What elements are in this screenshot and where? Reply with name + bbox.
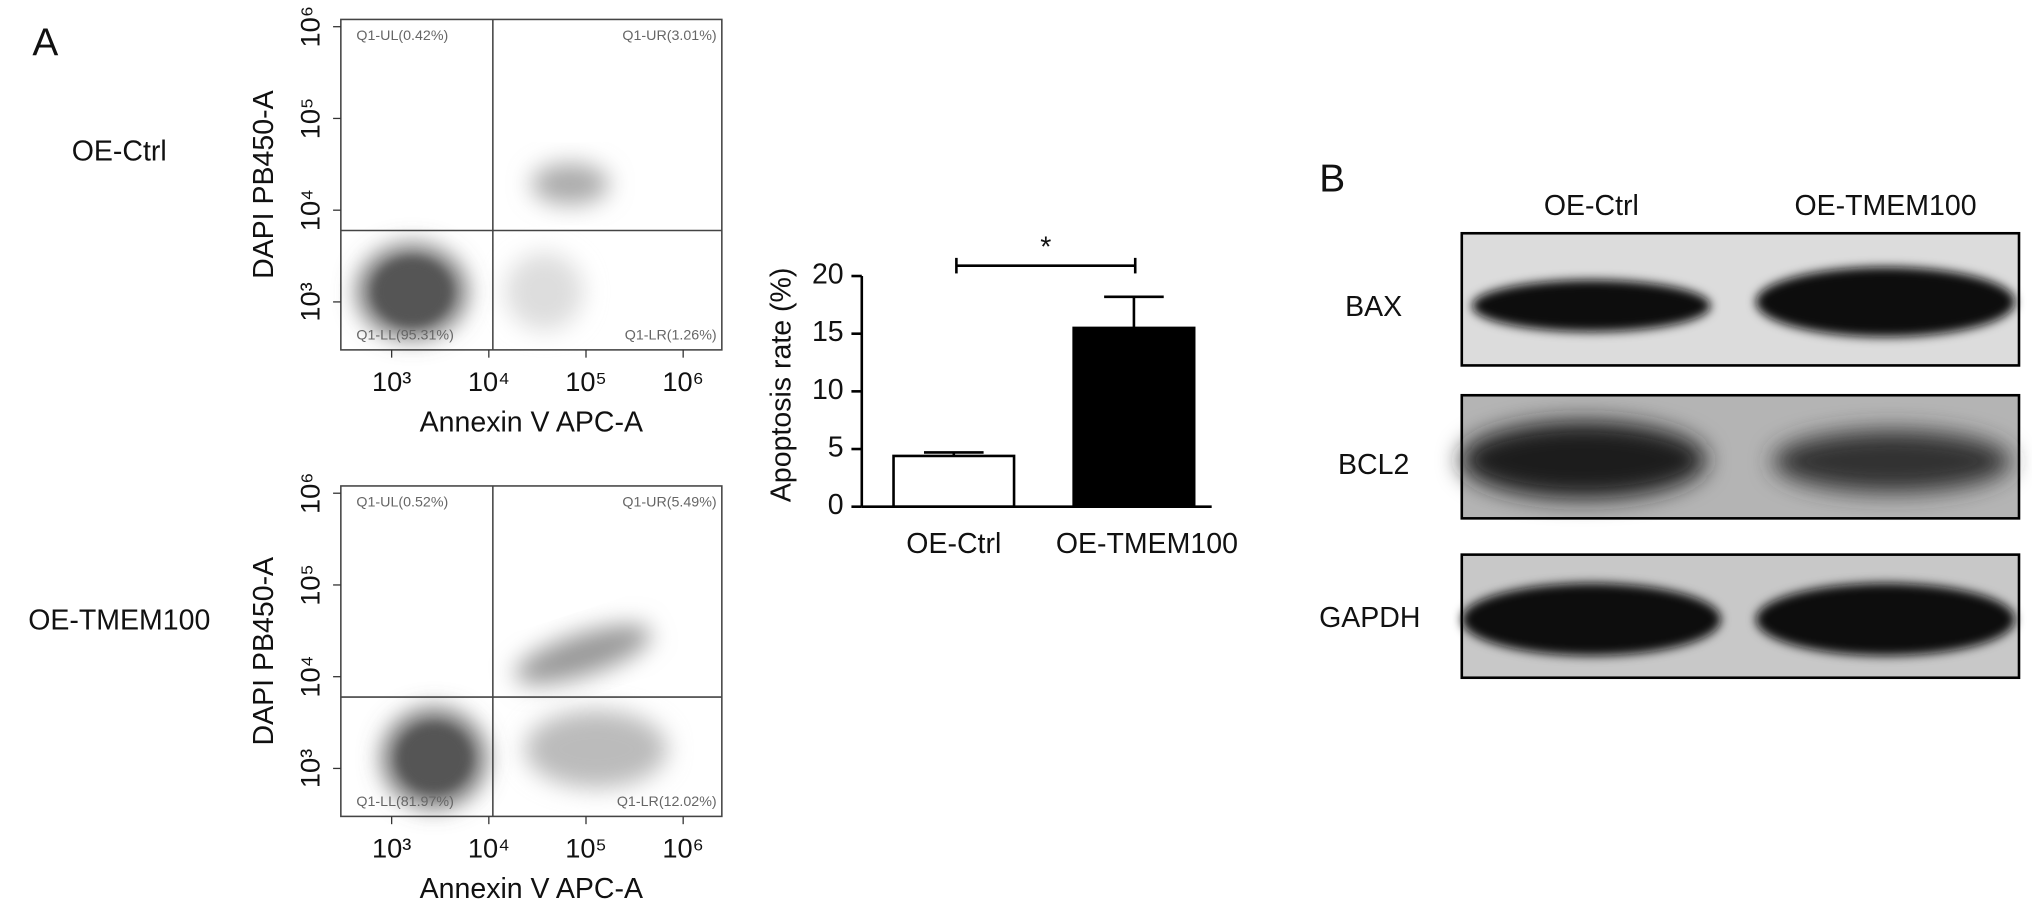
lane-label: OE-Ctrl bbox=[1544, 190, 1639, 222]
quadrant-label: Q1-LR(12.02%) bbox=[617, 794, 717, 810]
y-tick-label: 10⁵ bbox=[295, 564, 326, 606]
x-tick-label: 10⁶ bbox=[662, 832, 703, 863]
row-label: OE-Ctrl bbox=[72, 135, 167, 167]
bar bbox=[1072, 326, 1196, 508]
y-axis-label: Apoptosis rate (%) bbox=[765, 268, 797, 502]
bar bbox=[892, 454, 1016, 508]
x-axis-label: Annexin V APC-A bbox=[420, 873, 643, 905]
band-label: BAX bbox=[1345, 291, 1402, 323]
bands bbox=[1460, 266, 2016, 656]
quadrant-label: Q1-UR(3.01%) bbox=[622, 28, 716, 44]
quadrant-label: Q1-LL(95.31%) bbox=[356, 327, 453, 343]
annotation: * bbox=[1040, 231, 1051, 263]
event-cloud bbox=[357, 163, 668, 808]
y-tick-label: 5 bbox=[828, 432, 844, 464]
panel-label: B bbox=[1319, 158, 1345, 201]
band-label: GAPDH bbox=[1319, 602, 1420, 634]
lane-label: OE-TMEM100 bbox=[1794, 190, 1976, 222]
y-tick-label: 10 bbox=[812, 374, 844, 406]
quadrant-label: Q1-UL(0.52%) bbox=[356, 495, 448, 511]
y-tick-label: 10⁴ bbox=[295, 656, 326, 698]
y-tick-label: 10⁴ bbox=[295, 189, 326, 231]
y-tick-label: 10³ bbox=[295, 282, 326, 321]
band-label: BCL2 bbox=[1338, 449, 1409, 481]
y-tick-label: 0 bbox=[828, 489, 844, 521]
quadrant-label: Q1-UL(0.42%) bbox=[356, 28, 448, 44]
x-axis-label: Annexin V APC-A bbox=[420, 406, 643, 438]
x-tick-label: 10³ bbox=[372, 832, 411, 863]
x-tick-label: 10⁴ bbox=[468, 366, 510, 397]
x-tick-label: OE-Ctrl bbox=[906, 528, 1001, 560]
blot bbox=[1460, 231, 2021, 680]
x-tick-label: 10⁶ bbox=[662, 366, 703, 397]
quadrant-label: Q1-UR(5.49%) bbox=[622, 495, 716, 511]
panel-label: A bbox=[32, 22, 58, 65]
y-tick-label: 10⁵ bbox=[295, 98, 326, 140]
y-axis-label: DAPI PB450-A bbox=[248, 90, 280, 279]
plot-frame bbox=[340, 485, 723, 818]
plot-frame bbox=[340, 18, 723, 351]
x-tick-label: OE-TMEM100 bbox=[1056, 528, 1238, 560]
x-tick-label: 10⁵ bbox=[565, 366, 607, 397]
x-tick-label: 10³ bbox=[372, 366, 411, 397]
y-tick-label: 10⁶ bbox=[295, 472, 326, 513]
y-tick-label: 10³ bbox=[295, 749, 326, 788]
y-axis-label: DAPI PB450-A bbox=[248, 557, 280, 746]
y-tick-label: 10⁶ bbox=[295, 6, 326, 47]
x-tick-label: 10⁵ bbox=[565, 832, 607, 863]
x-tick-label: 10⁴ bbox=[468, 832, 510, 863]
quadrant-label: Q1-LL(81.97%) bbox=[356, 794, 453, 810]
quadrant-label: Q1-LR(1.26%) bbox=[625, 327, 717, 343]
y-tick-label: 15 bbox=[812, 316, 844, 348]
row-label: OE-TMEM100 bbox=[28, 605, 210, 637]
y-tick-label: 20 bbox=[812, 259, 844, 291]
